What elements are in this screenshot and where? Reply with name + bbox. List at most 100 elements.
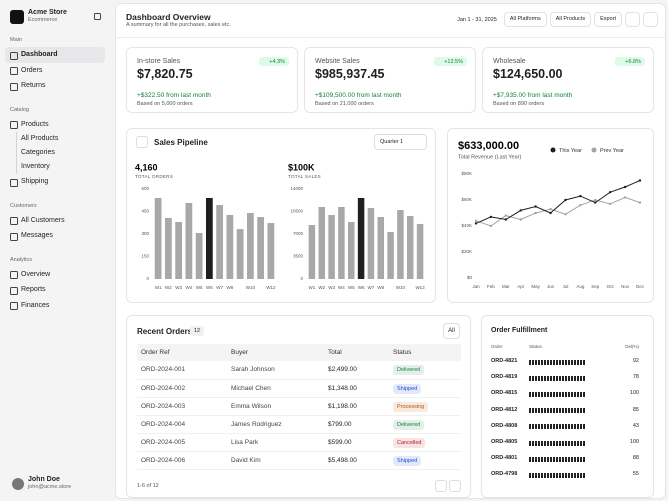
- pipeline-title: Sales Pipeline: [154, 138, 208, 147]
- order-row[interactable]: ORD-2024-002 Michael Chen $1,348.00 Shipped: [137, 379, 461, 398]
- delivered-percent: 88: [632, 455, 639, 462]
- logo: [10, 10, 24, 24]
- order-row[interactable]: ORD-2024-001 Sarah Johnson $2,499.00 Delive…: [137, 361, 461, 380]
- divider: [116, 37, 665, 38]
- order-id: ORD-4821: [491, 358, 518, 364]
- fulfillment-title: Order Fulfillment: [491, 327, 548, 334]
- column-header: Del(%): [625, 344, 639, 349]
- nav-item[interactable]: Shipping: [5, 174, 105, 190]
- status-bar: [529, 472, 585, 478]
- nav-item[interactable]: Messages: [5, 228, 105, 244]
- kpi-title: In-store Sales: [137, 58, 181, 65]
- order-row[interactable]: ORD-2024-005 Lisa Park $599.00 Cancelled: [137, 433, 461, 452]
- user-name[interactable]: John Doe: [28, 476, 60, 483]
- filter-button[interactable]: All Platforms: [503, 12, 547, 27]
- orders-table: Order Ref Buyer Total Status ORD-2024-001 Sar…: [137, 344, 461, 470]
- filter-button[interactable]: All Products: [549, 12, 592, 27]
- nav-item[interactable]: Dashboard: [5, 47, 105, 63]
- status-bar: [529, 391, 585, 397]
- nav-subitem[interactable]: All Products: [5, 132, 105, 146]
- order-ref: ORD-2024-004: [137, 415, 227, 434]
- status-badge: Shipped: [393, 455, 422, 466]
- order-ref: ORD-2024-005: [137, 433, 227, 452]
- column-header: Status: [389, 344, 461, 361]
- page-title: Dashboard Overview: [126, 12, 211, 22]
- kpi-title: Wholesale: [493, 58, 526, 65]
- kpi-delta: +$7,935.00 from last month: [493, 92, 573, 99]
- delivered-percent: 85: [632, 406, 639, 413]
- nav-item[interactable]: All Customers: [5, 213, 105, 229]
- page-subtitle: A summary for all the purchases, sales e…: [126, 22, 231, 28]
- nav-item[interactable]: Products: [5, 117, 105, 133]
- brand-name: Acme Store: [28, 9, 67, 16]
- pipeline-card: Sales Pipeline Quarter 1: [126, 128, 436, 303]
- date-range[interactable]: Jan 1 - 31, 2025: [457, 16, 497, 23]
- delivered-percent: 55: [632, 471, 639, 478]
- status-cell: Delivered: [389, 361, 461, 380]
- brand-subtitle: Ecommerce: [28, 17, 58, 23]
- status-badge: Processing: [393, 401, 429, 412]
- kpi-change: +12.5%: [434, 57, 467, 66]
- orders-title: Recent Orders: [137, 327, 193, 336]
- total: $1,198.00: [324, 397, 389, 416]
- orders-filter[interactable]: All: [443, 323, 460, 339]
- nav-item[interactable]: Returns: [5, 78, 105, 94]
- collapse-button[interactable]: [94, 13, 101, 20]
- order-ref: ORD-2024-006: [137, 451, 227, 470]
- order-row[interactable]: ORD-2024-003 Emma Wilson $1,198.00 Processi…: [137, 397, 461, 416]
- buyer: Lisa Park: [227, 433, 324, 452]
- sidebar: Acme Store Ecommerce Main Dashboard Orders…: [0, 0, 115, 501]
- status-bar: [529, 440, 585, 446]
- status-bar: [529, 456, 585, 462]
- nav-subitem[interactable]: Inventory: [5, 160, 105, 174]
- nav-section-title: Main: [10, 37, 22, 43]
- order-row[interactable]: ORD-2024-004 James Rodriguez $799.00 Delive…: [137, 415, 461, 434]
- total: $599.00: [324, 433, 389, 452]
- kpi-value: $124,650.00: [493, 67, 563, 81]
- pipeline-icon: [136, 136, 148, 148]
- avatar: [12, 478, 24, 490]
- nav-item[interactable]: Reports: [5, 282, 105, 298]
- nav-section-title: Analytics: [10, 256, 33, 263]
- order-id: ORD-4798: [491, 471, 518, 478]
- order-row[interactable]: ORD-2024-006 David Kim $5,498.00 Shipped: [137, 451, 461, 470]
- prev-page[interactable]: [435, 480, 447, 492]
- nav-subitem[interactable]: Categories: [5, 146, 105, 160]
- status-bar: [529, 424, 585, 430]
- status-cell: Delivered: [389, 415, 461, 434]
- kpi-title: Website Sales: [315, 58, 360, 65]
- nav-item[interactable]: Finances: [5, 298, 105, 314]
- status-bar: [529, 375, 585, 381]
- total: $799.00: [324, 415, 389, 434]
- order-ref: ORD-2024-003: [137, 397, 227, 416]
- kpi-delta: +$109,500.00 from last month: [315, 92, 402, 99]
- next-page[interactable]: [449, 480, 461, 492]
- export-button[interactable]: Export: [594, 12, 622, 27]
- nav-item[interactable]: Overview: [5, 267, 105, 283]
- total: $5,498.00: [324, 451, 389, 470]
- status-badge: Delivered: [393, 419, 425, 430]
- kpi-change: +4.3%: [259, 57, 289, 66]
- notifications-button[interactable]: [625, 12, 640, 27]
- status-bar: [529, 408, 585, 414]
- status-cell: Shipped: [389, 379, 461, 398]
- status-cell: Cancelled: [389, 433, 461, 452]
- nav-section-title: Catalog: [10, 106, 29, 113]
- layout-button[interactable]: [643, 12, 658, 27]
- refresh-button[interactable]: [619, 323, 630, 334]
- delivered-percent: 100: [629, 439, 639, 445]
- recent-orders-card: Recent Orders 12 All 1-6 of 12 Order Ref…: [126, 315, 471, 498]
- order-ref: ORD-2024-001: [137, 361, 227, 380]
- pagination: 1-6 of 12: [137, 483, 159, 489]
- total: $1,348.00: [324, 379, 389, 398]
- kpi-delta: +$322.50 from last month: [137, 92, 211, 99]
- kpi-value: $7,820.75: [137, 67, 193, 81]
- nav-item[interactable]: Orders: [5, 63, 105, 79]
- buyer: Michael Chen: [227, 379, 324, 398]
- period-select[interactable]: Quarter 1: [374, 134, 427, 150]
- delivered-percent: 43: [632, 422, 639, 429]
- column-header: Order: [491, 344, 503, 349]
- order-id: ORD-4819: [491, 374, 518, 381]
- status-cell: Shipped: [389, 451, 461, 470]
